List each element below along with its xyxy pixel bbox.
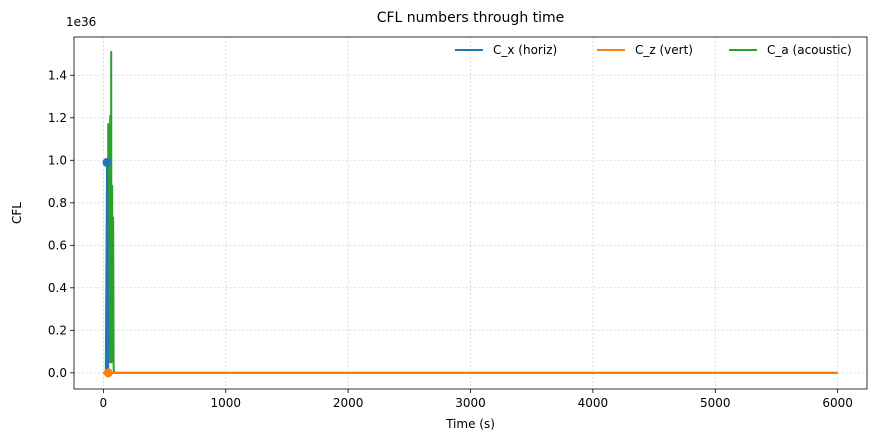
y-offset-text: 1e36 xyxy=(66,15,96,29)
y-tick-label: 0.4 xyxy=(48,281,67,295)
series-layer xyxy=(102,50,838,378)
x-axis-label: Time (s) xyxy=(445,417,495,431)
x-tick-label: 5000 xyxy=(700,396,731,410)
legend-label: C_x (horiz) xyxy=(493,43,557,57)
y-tick-label: 1.2 xyxy=(48,111,67,125)
x-tick-label: 0 xyxy=(100,396,108,410)
y-tick-label: 0.6 xyxy=(48,238,67,252)
y-tick-label: 0.2 xyxy=(48,323,67,337)
series-marker xyxy=(103,368,113,378)
y-axis-label: CFL xyxy=(10,202,24,224)
series-marker xyxy=(102,157,112,167)
series-line xyxy=(103,50,838,374)
y-tick-label: 1.4 xyxy=(48,68,67,82)
x-axis: 0 1000 2000 3000 4000 5000 6000 xyxy=(100,389,853,410)
x-tick-label: 6000 xyxy=(822,396,853,410)
legend: C_x (horiz) C_z (vert) C_a (acoustic) xyxy=(455,43,852,57)
y-axis: 0.0 0.2 0.4 0.6 0.8 1.0 1.2 1.4 xyxy=(48,68,74,380)
chart-title: CFL numbers through time xyxy=(377,10,565,26)
legend-label: C_z (vert) xyxy=(635,43,693,57)
legend-label: C_a (acoustic) xyxy=(767,43,852,57)
grid xyxy=(74,37,867,389)
y-tick-label: 1.0 xyxy=(48,153,67,167)
x-tick-label: 2000 xyxy=(333,396,364,410)
y-tick-label: 0.0 xyxy=(48,366,67,380)
x-tick-label: 4000 xyxy=(578,396,609,410)
x-tick-label: 3000 xyxy=(455,396,486,410)
y-tick-label: 0.8 xyxy=(48,196,67,210)
x-tick-label: 1000 xyxy=(210,396,241,410)
